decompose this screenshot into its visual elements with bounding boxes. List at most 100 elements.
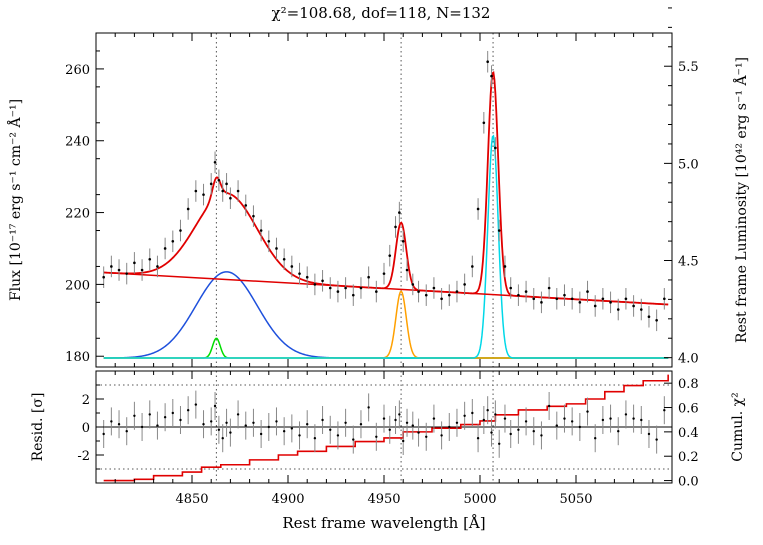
residual-marker [425, 435, 428, 438]
residual-point [244, 411, 247, 440]
data-marker [593, 304, 597, 308]
residual-point [624, 400, 628, 429]
residual-marker [290, 427, 294, 430]
data-marker [125, 272, 129, 275]
x-tick-label: 4850 [175, 492, 208, 507]
residual-point [498, 429, 501, 458]
data-marker [252, 214, 255, 218]
chart-title: χ²=108.68, dof=118, N=132 [272, 4, 491, 22]
luminosity-tick-label: 4.0 [678, 352, 699, 367]
data-point [424, 284, 428, 306]
data-marker [471, 265, 474, 268]
residual-marker [102, 432, 105, 436]
data-marker [401, 240, 405, 243]
data-marker [655, 319, 658, 322]
residual-marker [171, 411, 174, 415]
data-marker [632, 304, 635, 308]
residual-marker [617, 430, 620, 433]
residual-point [156, 411, 159, 440]
data-marker [405, 268, 409, 272]
residual-marker [663, 409, 666, 412]
data-point [524, 280, 528, 303]
residual-marker [609, 417, 612, 420]
luminosity-tick-label: 5.0 [678, 157, 699, 172]
residual-marker [455, 421, 459, 424]
data-point [117, 259, 121, 281]
data-point [382, 262, 386, 285]
residual-point [221, 424, 224, 453]
residual-marker [156, 424, 159, 427]
data-marker [156, 265, 159, 268]
data-point [447, 284, 451, 306]
data-marker [217, 178, 221, 182]
residual-marker [329, 428, 332, 431]
residual-point [476, 424, 480, 453]
residual-marker [555, 424, 558, 427]
data-point [388, 244, 392, 267]
residual-point [306, 410, 309, 439]
residual-marker [632, 417, 635, 420]
data-point [463, 273, 466, 296]
residual-point [163, 403, 167, 432]
residual-marker [298, 434, 301, 437]
residual-point [632, 404, 635, 433]
residual-marker [259, 432, 263, 436]
data-marker [447, 293, 451, 297]
data-point [586, 280, 589, 303]
residual-marker [624, 413, 628, 416]
data-marker [140, 268, 144, 272]
residual-point [490, 418, 493, 447]
residual-marker [586, 410, 589, 413]
data-marker [411, 283, 415, 286]
residual-marker [382, 417, 386, 420]
residual-marker [210, 420, 213, 423]
data-marker [282, 257, 286, 261]
data-marker [532, 297, 536, 301]
data-marker [202, 193, 205, 196]
residual-axis-label: Resid. [σ] [30, 393, 46, 462]
flux-tick-label: 240 [65, 135, 90, 150]
data-point [411, 273, 415, 296]
data-point [336, 280, 340, 303]
residual-marker [601, 418, 605, 422]
residual-marker [532, 430, 535, 433]
residual-point [229, 418, 232, 447]
residual-marker [432, 417, 436, 420]
residual-marker [570, 420, 574, 423]
residual-point [594, 424, 597, 453]
data-marker [517, 293, 520, 297]
residual-tick-label: -2 [77, 449, 90, 464]
residual-marker [405, 421, 409, 424]
residual-point [148, 400, 151, 429]
data-point [359, 277, 363, 299]
data-marker [382, 272, 386, 275]
residual-marker [490, 431, 493, 434]
residual-point [313, 424, 317, 453]
data-marker [351, 293, 355, 297]
residual-point [655, 425, 658, 454]
data-point [194, 180, 198, 202]
residual-point [110, 407, 113, 436]
residual-marker [402, 439, 405, 443]
residual-marker [282, 430, 286, 433]
data-marker [375, 290, 378, 293]
data-marker [305, 275, 309, 279]
data-marker [547, 286, 551, 290]
residual-point [125, 417, 128, 446]
cumulative-tick-label: 0.6 [678, 402, 699, 417]
residual-marker [213, 404, 217, 408]
data-point [632, 295, 635, 317]
residual-point [471, 399, 474, 427]
residual-marker [398, 413, 401, 416]
data-marker [388, 254, 392, 257]
residual-point [402, 427, 405, 455]
cumulative-tick-label: 0.8 [678, 377, 699, 392]
data-marker [476, 207, 480, 211]
flux-tick-label: 180 [65, 350, 90, 365]
data-point [298, 262, 301, 285]
cumulative-tick-label: 0.4 [678, 426, 699, 441]
data-marker [624, 297, 628, 301]
residual-point [252, 408, 255, 437]
